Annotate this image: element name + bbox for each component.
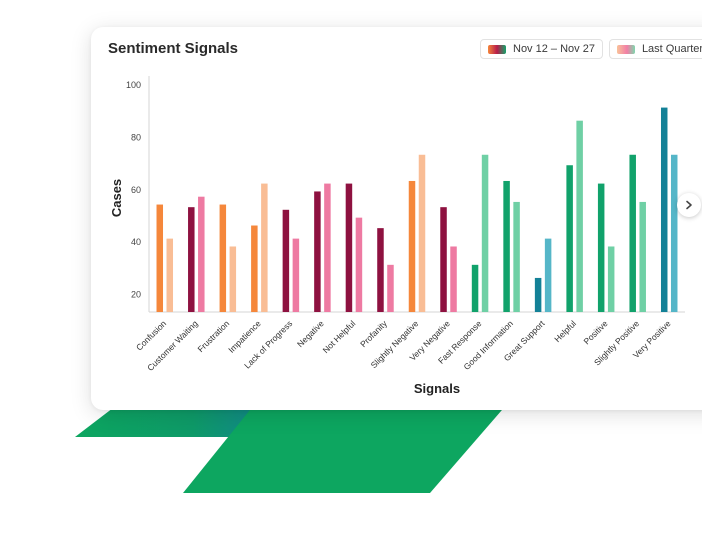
bar-previous: [198, 196, 205, 312]
decoration-parallelogram-front: [183, 395, 515, 493]
bar-current: [188, 207, 195, 312]
bar-current: [408, 180, 416, 312]
legend-item-last-quarter[interactable]: Last Quarter: [608, 39, 702, 59]
bar-previous: [292, 238, 300, 312]
chart-card: Sentiment Signals Nov 12 – Nov 27 Last Q…: [91, 27, 702, 410]
legend: Nov 12 – Nov 27 Last Quarter: [480, 39, 702, 59]
legend-item-current-period[interactable]: Nov 12 – Nov 27: [480, 39, 603, 59]
bar-current: [503, 180, 510, 312]
legend-swatch-current: [488, 44, 506, 54]
bar-current: [566, 165, 573, 312]
chart-title: Sentiment Signals: [108, 40, 239, 57]
bar-current: [534, 277, 542, 312]
bar-current: [377, 228, 384, 312]
bar-previous: [670, 154, 678, 312]
y-tick-label: 60: [131, 185, 141, 195]
bar-previous: [355, 217, 363, 312]
bar-current: [345, 183, 353, 312]
bar-previous: [513, 201, 520, 312]
x-tick-label: Profanity: [358, 318, 389, 349]
bar-previous: [481, 154, 489, 312]
chevron-right-icon: [686, 200, 692, 210]
bar-current: [660, 107, 668, 312]
y-axis-label: Cases: [109, 179, 124, 217]
bar-current: [471, 264, 479, 312]
x-tick-label: Not Helpful: [321, 318, 358, 355]
bar-previous: [324, 183, 331, 312]
y-tick-label: 40: [131, 237, 141, 247]
bar-previous: [261, 183, 268, 312]
bar-previous: [576, 120, 583, 312]
bar-previous: [166, 238, 174, 312]
legend-label-current: Nov 12 – Nov 27: [513, 43, 595, 55]
bar-current: [314, 191, 321, 312]
x-axis-label: Signals: [414, 381, 460, 396]
y-tick-label: 80: [131, 132, 141, 142]
bar-current: [156, 204, 164, 312]
bar-previous: [450, 246, 457, 312]
bar-previous: [387, 264, 394, 312]
bar-current: [282, 209, 290, 312]
bar-previous: [544, 238, 552, 312]
bar-chart: 20406080100CasesSignalsConfusionCustomer…: [109, 76, 685, 396]
bar-current: [629, 154, 636, 312]
bar-previous: [229, 246, 237, 312]
y-tick-label: 20: [131, 290, 141, 300]
bar-current: [219, 204, 227, 312]
legend-swatch-previous: [616, 44, 635, 54]
y-tick-label: 100: [126, 80, 141, 90]
bar-current: [440, 207, 447, 312]
x-tick-label: Negative: [295, 318, 326, 349]
legend-label-previous: Last Quarter: [641, 43, 702, 55]
bar-previous: [418, 154, 426, 312]
next-chart-button[interactable]: [677, 193, 701, 217]
bar-previous: [607, 246, 615, 312]
x-tick-label: Positive: [581, 318, 609, 346]
x-tick-label: Helpful: [552, 318, 578, 344]
bar-previous: [639, 201, 646, 312]
bar-current: [251, 225, 258, 312]
bar-current: [597, 183, 605, 312]
